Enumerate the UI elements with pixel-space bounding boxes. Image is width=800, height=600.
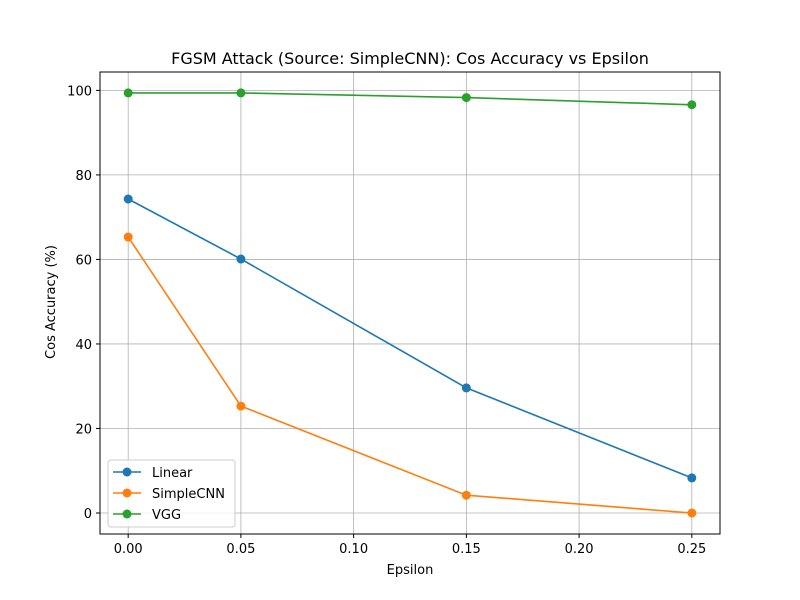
y-tick-label: 80 — [75, 169, 92, 184]
data-point-simplecnn — [687, 508, 697, 518]
series-line-vgg — [128, 92, 692, 106]
x-tick-label: 0.20 — [565, 542, 594, 557]
series-line-linear — [127, 198, 693, 479]
legend-label-simplecnn: SimpleCNN — [152, 487, 225, 502]
series-layer — [123, 88, 697, 518]
y-tick-label: 100 — [67, 84, 92, 99]
x-tick-label: 0.05 — [226, 542, 255, 557]
y-tick-label: 20 — [75, 422, 92, 437]
legend-label-vgg: VGG — [152, 508, 181, 523]
x-tick-label: 0.15 — [452, 542, 481, 557]
legend-label-linear: Linear — [152, 466, 193, 481]
y-tick-label: 60 — [75, 253, 92, 268]
y-tick-label: 40 — [75, 338, 92, 353]
data-point-linear — [236, 254, 246, 264]
data-point-linear — [123, 194, 133, 204]
data-point-vgg — [123, 88, 133, 98]
data-point-vgg — [687, 100, 697, 110]
x-tick-label: 0.10 — [339, 542, 368, 557]
legend-box — [107, 459, 236, 528]
chart-title: FGSM Attack (Source: SimpleCNN): Cos Acc… — [171, 49, 649, 68]
legend-marker-linear — [122, 467, 132, 477]
data-point-vgg — [236, 88, 246, 98]
x-axis-label: Epsilon — [387, 563, 434, 578]
grid — [100, 72, 720, 534]
plot-frame — [99, 71, 721, 535]
ticks: 0.00 0.05 0.10 0.15 0.20 0.25 0 20 40 60 80 100 — [67, 84, 706, 557]
series-line-simplecnn — [127, 236, 692, 514]
y-axis-label: Cos Accuracy (%) — [44, 245, 59, 359]
data-point-vgg — [461, 93, 471, 103]
legend-marker-vgg — [122, 509, 132, 519]
data-point-linear — [687, 473, 697, 483]
data-point-simplecnn — [123, 232, 133, 242]
data-point-simplecnn — [236, 401, 246, 411]
data-point-linear — [461, 383, 471, 393]
legend-marker-simplecnn — [122, 488, 132, 498]
y-tick-label: 0 — [84, 507, 92, 522]
data-point-simplecnn — [461, 490, 471, 500]
x-tick-label: 0.25 — [677, 542, 706, 557]
legend: Linear SimpleCNN VGG — [107, 459, 236, 528]
x-tick-label: 0.00 — [114, 542, 143, 557]
